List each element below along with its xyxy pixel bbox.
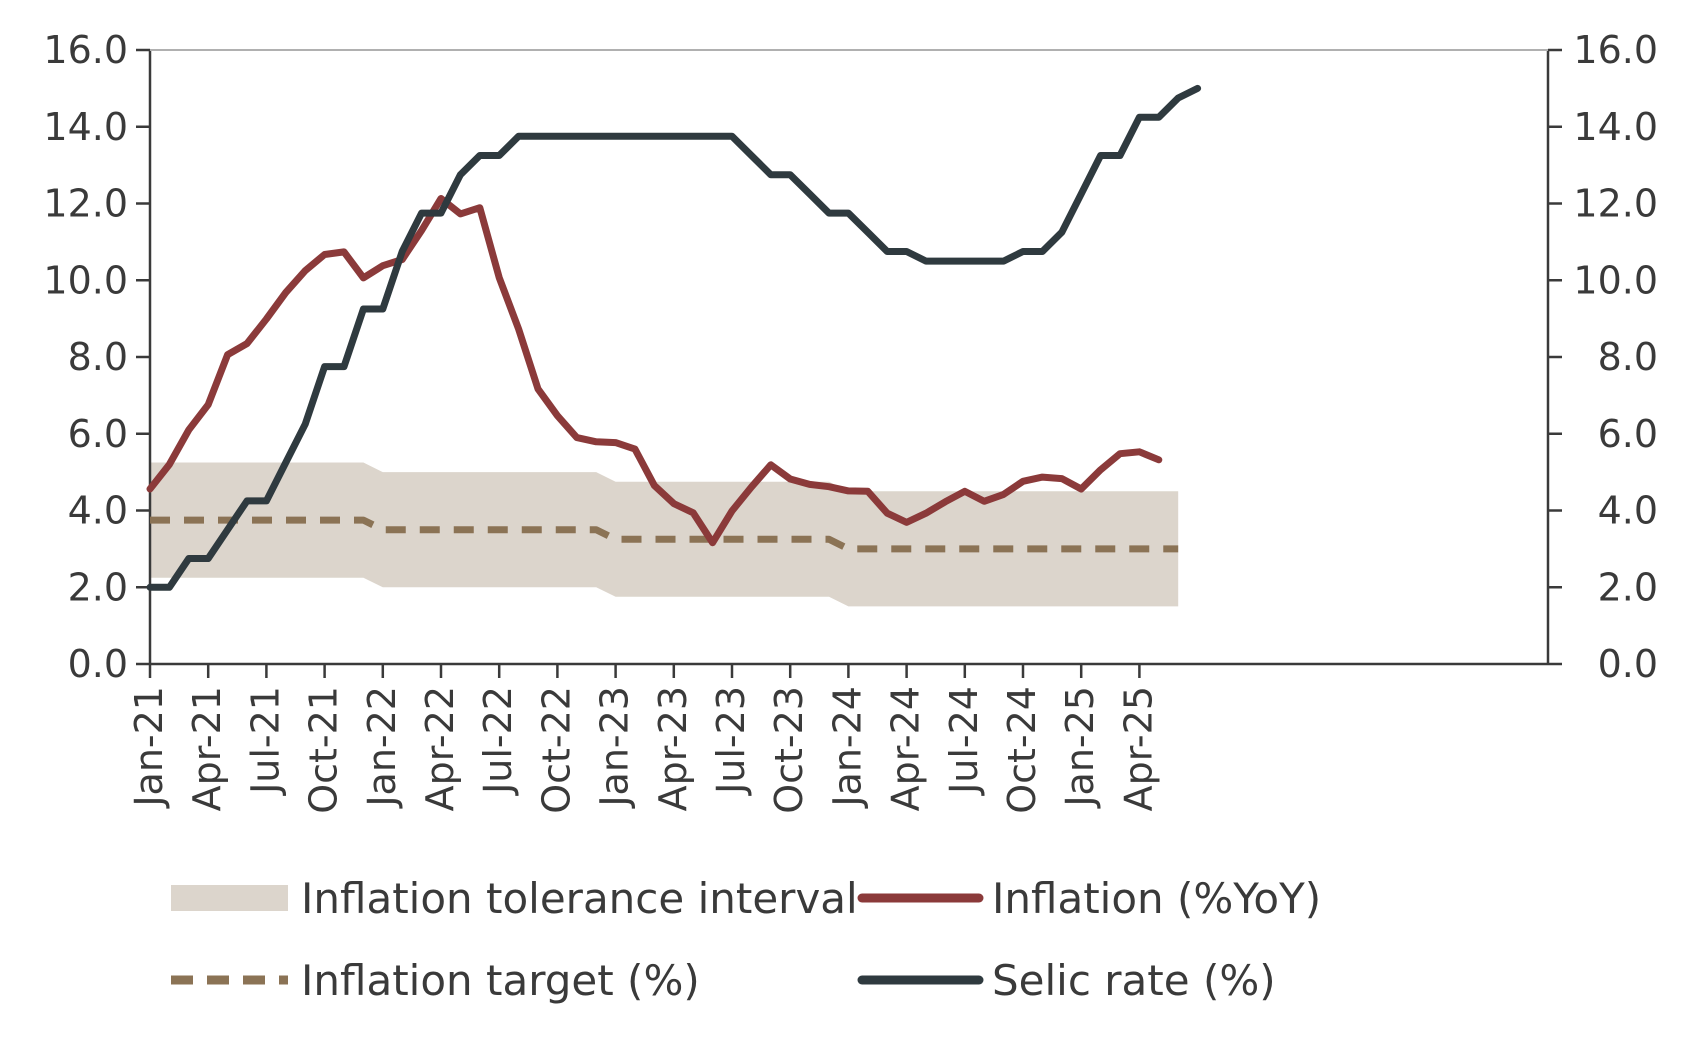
y-tick-label-left: 2.0 [68,565,128,609]
x-tick-label: Oct-21 [302,686,346,814]
y-tick-label-right: 14.0 [1573,105,1658,149]
x-tick-label: Jan-23 [593,686,637,809]
legend: Inflation tolerance interval Inflation (%… [171,874,1321,1005]
legend-swatch-band [171,885,288,911]
y-tick-label-right: 2.0 [1598,565,1658,609]
legend-item: Selic rate (%) [857,956,1276,1005]
y-tick-label-right: 8.0 [1598,335,1658,379]
x-tick-label: Jul-22 [476,686,520,796]
x-tick-label: Oct-23 [767,686,811,814]
y-tick-label-left: 8.0 [68,335,128,379]
tolerance-band [150,462,1179,607]
x-tick-label: Jan-21 [127,686,171,809]
y-tick-label-left: 16.0 [43,28,128,72]
y-tick-label-right: 12.0 [1573,182,1658,226]
legend-label: Selic rate (%) [992,956,1276,1005]
x-tick-label: Apr-25 [1116,686,1160,811]
y-tick-label-left: 6.0 [68,412,128,456]
x-tick-label: Oct-22 [534,686,578,814]
y-tick-label-right: 6.0 [1598,412,1658,456]
series-line-inflation-target [150,516,1179,553]
legend-label: Inflation target (%) [301,956,700,1005]
y-tick-label-right: 10.0 [1573,258,1658,302]
y-tick-label-left: 4.0 [68,489,128,533]
y-tick-label-right: 0.0 [1598,642,1658,686]
x-tick-label: Jan-25 [1058,686,1102,809]
x-tick-label: Jan-24 [825,686,869,809]
axes-layer: 0.0 2.0 4.0 6.0 8.0 10.0 12.0 14.0 16.0 0.0 2.0 4.0… [43,28,1658,814]
x-tick-label: Apr-22 [418,686,462,811]
tolerance-band-layer [150,462,1179,607]
x-tick-label: Oct-24 [1000,686,1044,814]
series-layer [146,84,1202,591]
series-line-selic-rate [146,84,1202,591]
legend-label: Inflation tolerance interval [301,874,858,923]
x-tick-label: Jul-23 [709,686,753,796]
y-tick-label-left: 0.0 [68,642,128,686]
x-tick-label: Apr-21 [185,686,229,811]
y-tick-label-right: 4.0 [1598,489,1658,533]
x-tick-label: Jan-22 [360,686,404,809]
legend-label: Inflation (%YoY) [992,874,1321,923]
x-tick-label: Jul-24 [942,686,986,796]
legend-item: Inflation tolerance interval [171,874,858,923]
x-tick-label: Apr-23 [651,686,695,811]
y-tick-label-right: 16.0 [1573,28,1658,72]
x-tick-label: Jul-21 [243,686,287,796]
x-tick-label: Apr-24 [884,686,928,811]
legend-item: Inflation (%YoY) [857,874,1321,923]
legend-item: Inflation target (%) [171,956,700,1005]
y-tick-label-left: 14.0 [43,105,128,149]
series-line-inflation-yoy [146,195,1163,547]
y-tick-label-left: 12.0 [43,182,128,226]
y-tick-label-left: 10.0 [43,258,128,302]
